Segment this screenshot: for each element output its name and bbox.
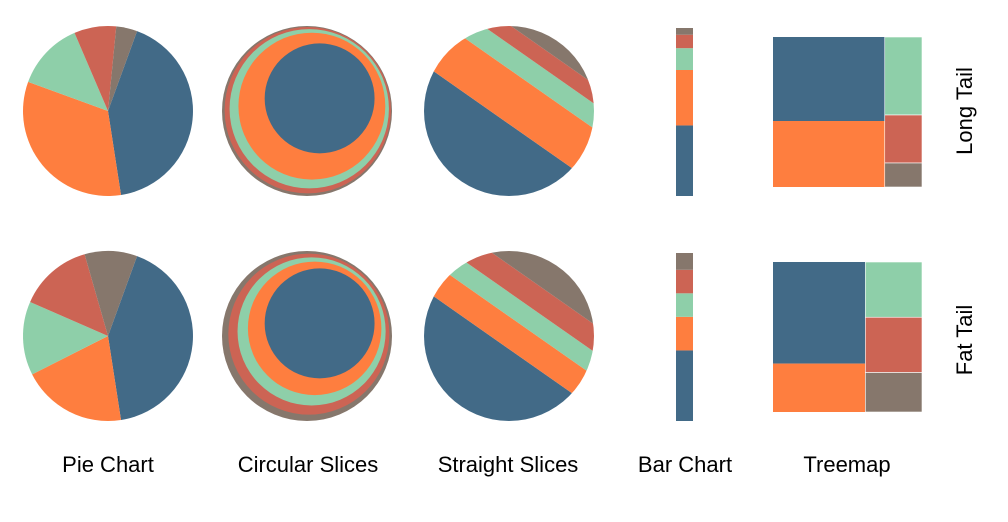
column-label-straight-slices: Straight Slices (438, 452, 579, 477)
column-label-pie-chart: Pie Chart (62, 452, 154, 477)
bar-segment-blue (676, 125, 693, 196)
row-label-long-tail: Long Tail (952, 67, 977, 155)
treemap-cell-green (884, 36, 923, 116)
pie-slice-green (28, 32, 109, 112)
pie-slice-blue (108, 256, 193, 420)
row-label-fat-tail: Fat Tail (952, 305, 977, 376)
straight-slice-blue (424, 251, 594, 421)
pie-slice-gray (108, 26, 138, 111)
pie-chart-long (23, 26, 193, 196)
pie-slice-red (30, 254, 108, 336)
treemap-cell-blue (773, 37, 885, 121)
column-label-bar-chart: Bar Chart (638, 452, 732, 477)
pie-slice-gray (84, 251, 138, 336)
bar-segment-orange (676, 316, 693, 351)
treemap-cell-red (865, 316, 923, 373)
pie-chart-fat (23, 251, 193, 421)
bar-segment-green (676, 293, 693, 317)
bar-segment-orange (676, 70, 693, 126)
treemap-cell-gray (865, 372, 923, 413)
straight-slice-gray (424, 251, 594, 398)
pie-slice-red (74, 26, 117, 112)
treemap-cell-blue (773, 262, 866, 364)
bar-chart-fat (676, 253, 693, 421)
pie-slice-blue (108, 31, 193, 195)
treemap-cell-red (884, 114, 923, 164)
treemap-cell-orange (773, 363, 866, 412)
treemap-cell-green (865, 261, 923, 318)
treemap-fat (773, 261, 923, 413)
column-label-treemap: Treemap (803, 452, 890, 477)
column-label-circular-slices: Circular Slices (238, 452, 379, 477)
straight-slice-gray (424, 26, 594, 162)
pie-slice-green (23, 301, 108, 375)
pie-slice-orange (32, 336, 121, 421)
straight-slice-green (424, 26, 594, 192)
bar-chart-long (676, 28, 693, 196)
bar-segment-gray (676, 28, 693, 35)
circular-slice-blue (264, 43, 375, 154)
bar-segment-red (676, 34, 693, 49)
straight-slice-red (424, 26, 594, 176)
bar-segment-red (676, 269, 693, 294)
bar-segment-green (676, 48, 693, 70)
treemap-cell-orange (773, 121, 885, 187)
straight-slice-blue (424, 26, 594, 196)
long-tail-row (23, 26, 923, 196)
treemap-cell-gray (884, 162, 923, 188)
pie-slice-orange (23, 81, 121, 196)
circular-slices-fat (222, 251, 392, 421)
circular-slices-long (222, 26, 392, 196)
treemap-long (773, 36, 923, 188)
bar-segment-gray (676, 253, 693, 270)
circular-slice-blue (264, 268, 375, 379)
straight-slice-red (424, 251, 594, 416)
bar-segment-blue (676, 350, 693, 421)
